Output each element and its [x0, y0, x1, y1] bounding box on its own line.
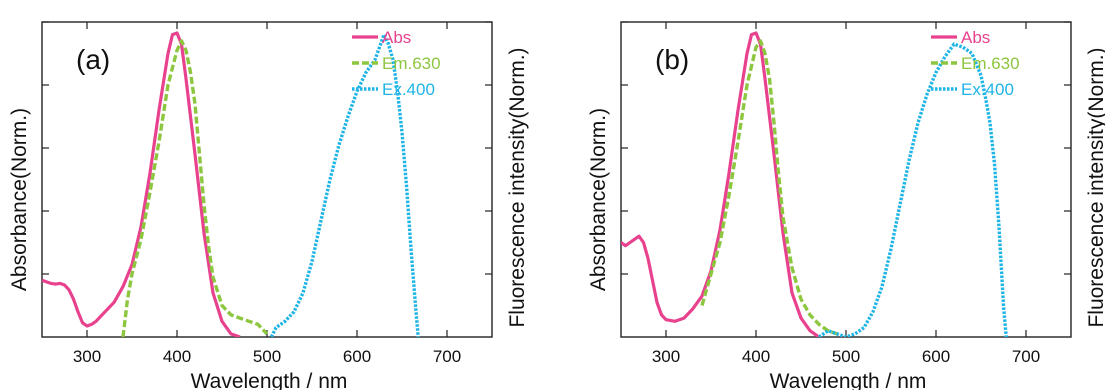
legend-label: Em.630: [382, 54, 441, 73]
panel-b: 300 400 500 600 700 Wavelength / nm Absorbance…: [587, 21, 1105, 390]
legend-label: Em.630: [961, 54, 1020, 73]
y-axis-label-right: Fluorescence intensity(Norm.): [506, 47, 529, 327]
legend-label: Ex.400: [961, 80, 1014, 99]
series-line-abs: [42, 31, 241, 337]
x-tick-label: 400: [163, 347, 191, 366]
series-line-em-630: [121, 39, 269, 337]
x-tick-label: 700: [1012, 347, 1040, 366]
x-tick-label: 400: [742, 347, 770, 366]
legend-label: Abs: [382, 28, 411, 47]
series-line-abs: [621, 31, 820, 337]
x-axis-label: Wavelength / nm: [770, 370, 927, 390]
x-tick-label: 600: [922, 347, 950, 366]
panel-a: 300 400 500 600 700 Wavelength / nm Absorbance…: [8, 21, 529, 390]
x-tick-label: 300: [73, 347, 101, 366]
x-tick-label: 700: [433, 347, 461, 366]
legend-label: Abs: [961, 28, 990, 47]
x-tick-label: 600: [343, 347, 371, 366]
x-tick-label: 500: [253, 347, 281, 366]
panel-label: (b): [655, 44, 689, 75]
panel-label: (a): [76, 44, 110, 75]
series-line-ex-400: [818, 42, 1008, 337]
x-tick-label: 500: [832, 347, 860, 366]
y-axis-label-left: Absorbance(Norm.): [8, 108, 31, 291]
x-tick-label: 300: [652, 347, 680, 366]
series-line-em-630: [700, 39, 838, 336]
series-line-ex-400: [269, 32, 420, 337]
y-axis-label-left: Absorbance(Norm.): [587, 108, 610, 291]
x-axis-label: Wavelength / nm: [191, 370, 348, 390]
y-axis-label-right: Fluorescence intensity(Norm.): [1085, 47, 1105, 327]
legend-label: Ex.400: [382, 80, 435, 99]
